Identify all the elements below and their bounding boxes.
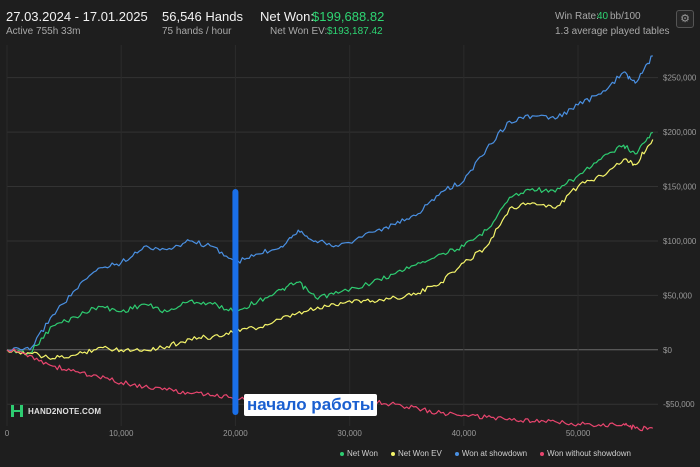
win-rate-unit: bb/100 [610,11,641,22]
net-won-ev-label: Net Won EV: [270,26,328,37]
series-line-net-won [6,131,654,356]
x-tick-label: 40,000 [452,429,477,438]
x-tick-label: 10,000 [109,429,134,438]
legend-label-won-at-showdown: Won at showdown [461,449,528,458]
y-tick-label: $100,000 [663,237,697,246]
hands-count: 56,546 Hands [162,9,243,24]
net-won-label: Net Won: [260,9,314,24]
legend-item-won-at-showdown[interactable]: Won at showdown [454,449,528,458]
x-tick-label: 30,000 [337,429,362,438]
y-tick-label: $250,000 [663,74,697,83]
chart-series [6,55,654,432]
y-tick-label: $50,000 [663,291,692,300]
average-tables: 1.3 average played tables [555,26,670,37]
win-rate-label: Win Rate: [555,11,599,22]
legend-label-net-won-ev: Net Won EV [397,449,442,458]
legend-dot-net-won [340,451,344,456]
gear-icon[interactable]: ⚙ [676,10,694,28]
start-work-annotation: начало работы [244,394,378,416]
legend-item-net-won[interactable]: Net Won [340,449,378,458]
y-tick-label: -$50,000 [663,400,695,409]
chart-grid [6,45,658,426]
x-tick-label: 0 [5,429,10,438]
series-line-won-at-showdown [6,55,653,352]
legend-label-won-without-showdown: Won without showdown [547,449,631,458]
x-tick-label: 20,000 [223,429,248,438]
win-rate-value: 40 [597,11,609,22]
net-won-value: $199,688.82 [312,9,385,24]
y-tick-label: $200,000 [663,128,697,137]
hand2note-logo-icon [10,404,24,418]
logo-text: HAND2NOTE.COM [28,406,102,416]
y-axis: -$50,000 $0 $50,000 $100,000 $150,000 $200,00… [663,74,697,410]
y-tick-label: $150,000 [663,183,697,192]
legend-dot-net-won-ev [390,451,395,456]
x-tick-label: 50,000 [566,429,591,438]
legend-label-net-won: Net Won [347,449,378,458]
legend-item-net-won-ev[interactable]: Net Won EV [390,449,442,458]
y-tick-label: $0 [663,346,672,355]
x-axis: 0 10,000 20,000 30,000 40,000 50,000 [5,429,591,438]
series-line-won-without-showdown [6,348,653,432]
stats-header: 27.03.2024 - 17.01.2025 Active 755h 33m … [0,0,700,40]
net-won-ev-value: $193,187.42 [327,26,383,37]
date-range: 27.03.2024 - 17.01.2025 [6,9,148,24]
series-line-net-won-ev [6,139,654,360]
chart-legend: Net Won Net Won EV Won at showdown Won w… [340,449,631,458]
active-time: Active 755h 33m [6,26,81,37]
hands-per-hour: 75 hands / hour [162,26,232,37]
legend-dot-won-without-showdown [540,451,545,456]
legend-dot-won-at-showdown [454,451,459,456]
hand2note-logo: HAND2NOTE.COM [10,404,101,418]
profit-chart[interactable]: -$50,000 $0 $50,000 $100,000 $150,000 $200,00… [0,40,700,440]
legend-item-won-without-showdown[interactable]: Won without showdown [540,449,631,458]
